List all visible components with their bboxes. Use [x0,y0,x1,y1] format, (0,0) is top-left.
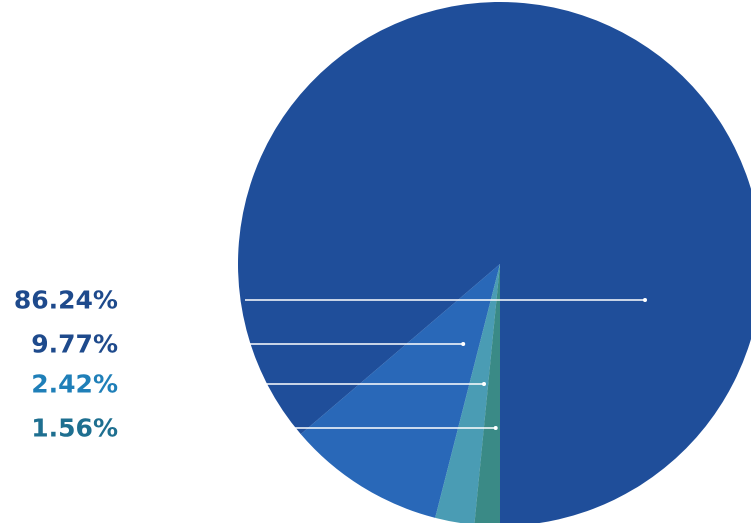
slices-layer [238,2,751,523]
leader-dot-2 [461,342,466,346]
slice-label-2: 9.77% [31,330,118,359]
pie-slice-3 [435,264,500,523]
pie-slice-2 [300,264,500,518]
slice-label-1: 86.24% [14,286,118,315]
labels-layer: 86.24% 9.77% 2.42% 1.56% [14,286,118,443]
slice-label-3: 2.42% [31,370,118,399]
pie-slice-4 [474,264,500,523]
leader-lines-layer [245,298,647,430]
leader-dot-4 [493,426,498,430]
leader-dot-1 [643,298,647,302]
pie-slice-1 [238,2,751,523]
slice-label-4: 1.56% [31,414,118,443]
leader-dot-3 [482,382,486,386]
